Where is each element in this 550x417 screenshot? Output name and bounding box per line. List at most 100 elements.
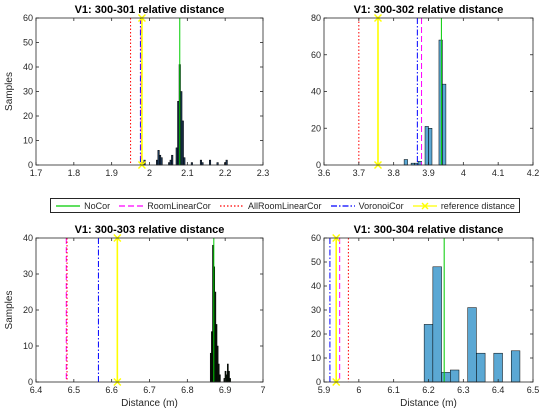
x-tick-label: 1.8: [68, 168, 81, 178]
x-tick-label: 2: [147, 168, 152, 178]
histogram-bar: [493, 352, 503, 383]
x-tick-label: 5.9: [318, 385, 331, 395]
y-tick-label: 60: [23, 13, 33, 23]
histogram-bar: [438, 39, 443, 166]
x-tick-label: 1.7: [30, 168, 43, 178]
chart-title: V1: 300-304 relative distance: [354, 224, 504, 236]
histogram-bar: [432, 266, 442, 383]
histogram-bar: [171, 154, 174, 166]
x-tick-label: 4.2: [527, 168, 540, 178]
legend-swatch: [119, 204, 144, 207]
y-tick-label: 40: [23, 62, 33, 72]
y-tick-label: 10: [23, 341, 33, 351]
y-tick-label: 0: [28, 377, 33, 387]
x-tick-label: 2.3: [257, 168, 270, 178]
histogram-bar: [160, 157, 163, 166]
legend-item: NoCor: [55, 201, 110, 211]
x-tick-label: 6.4: [30, 385, 43, 395]
y-tick-label: 80: [311, 13, 321, 23]
legend-label: VoronoiCor: [358, 200, 404, 211]
x-tick-label: 4.1: [492, 168, 505, 178]
y-tick-label: 60: [311, 50, 321, 60]
histogram-bar: [441, 372, 451, 383]
legend-item: AllRoomLinearCor: [219, 200, 322, 211]
histogram-bar: [510, 350, 521, 383]
legend-swatch: [56, 204, 81, 207]
legend-label: NoCor: [84, 200, 111, 211]
y-tick-label: 10: [23, 136, 33, 146]
y-axis-label: Samples: [4, 72, 15, 111]
x-tick-label: 6.7: [143, 385, 156, 395]
y-tick-label: 30: [311, 305, 321, 315]
x-tick-label: 6.8: [181, 385, 194, 395]
legend-item: reference distance: [412, 201, 515, 211]
histogram-bar: [229, 378, 231, 383]
x-tick-label: 3.7: [353, 168, 366, 178]
x-axis-label: Distance (m): [400, 398, 457, 409]
y-tick-label: 60: [311, 233, 321, 243]
chart-title: V1: 300-302 relative distance: [354, 4, 504, 16]
y-tick-label: 40: [311, 281, 321, 291]
y-axis-label: Samples: [4, 291, 15, 330]
x-tick-label: 6.3: [457, 385, 470, 395]
histogram-bar: [450, 369, 460, 383]
y-tick-label: 20: [311, 329, 321, 339]
axes-box: [35, 17, 264, 166]
x-tick-label: 3.9: [422, 168, 435, 178]
y-tick-label: 40: [23, 233, 33, 243]
histogram-bar: [225, 159, 228, 166]
y-tick-label: 20: [311, 123, 321, 133]
histogram-bar: [183, 157, 186, 166]
histogram-bar: [442, 83, 447, 166]
histogram-bar: [467, 307, 477, 383]
x-tick-label: 6: [356, 385, 361, 395]
x-tick-label: 6.4: [492, 385, 505, 395]
histogram-bar: [403, 159, 408, 166]
y-tick-label: 20: [23, 111, 33, 121]
legend-swatch: [219, 204, 244, 207]
y-tick-label: 0: [28, 160, 33, 170]
legend: NoCor RoomLinearCor AllRoomLinearCor Vorono…: [50, 198, 520, 213]
x-tick-label: 3.6: [318, 168, 331, 178]
histogram-bar: [417, 161, 422, 166]
y-tick-label: 50: [23, 38, 33, 48]
y-tick-label: 0: [316, 160, 321, 170]
x-tick-label: 3.8: [387, 168, 400, 178]
histogram-bar: [209, 159, 212, 166]
x-tick-label: 6.6: [105, 385, 118, 395]
legend-swatch: [412, 202, 437, 209]
legend-swatch: [330, 204, 355, 207]
axes-box: [35, 237, 264, 383]
x-axis-label: Distance (m): [121, 398, 178, 409]
x-tick-label: 2.1: [181, 168, 194, 178]
y-tick-label: 20: [23, 305, 33, 315]
x-tick-label: 1.9: [105, 168, 118, 178]
x-tick-label: 7: [260, 385, 265, 395]
histogram-bar: [428, 128, 433, 166]
y-tick-label: 40: [311, 87, 321, 97]
y-tick-label: 50: [311, 257, 321, 267]
x-tick-label: 6.5: [527, 385, 540, 395]
histogram-bar: [423, 324, 434, 383]
y-tick-label: 30: [23, 87, 33, 97]
chart-title: V1: 300-303 relative distance: [75, 224, 225, 236]
histogram-bar: [219, 374, 221, 383]
x-tick-label: 4: [461, 168, 466, 178]
chart-title: V1: 300-301 relative distance: [75, 4, 225, 16]
x-tick-label: 6.9: [219, 385, 232, 395]
x-tick-label: 6.1: [387, 385, 400, 395]
legend-item: VoronoiCor: [330, 201, 404, 211]
legend-label: AllRoomLinearCor: [247, 200, 322, 211]
x-tick-label: 6.5: [68, 385, 81, 395]
histogram-bar: [424, 126, 429, 166]
legend-label: RoomLinearCor: [147, 200, 211, 211]
y-tick-label: 30: [23, 269, 33, 279]
legend-label: reference distance: [440, 200, 515, 211]
y-tick-label: 0: [316, 377, 321, 387]
histogram-bar: [476, 352, 486, 383]
x-tick-label: 6.2: [422, 385, 435, 395]
x-tick-label: 2.2: [219, 168, 232, 178]
y-tick-label: 10: [311, 353, 321, 363]
legend-item: RoomLinearCor: [118, 201, 211, 211]
